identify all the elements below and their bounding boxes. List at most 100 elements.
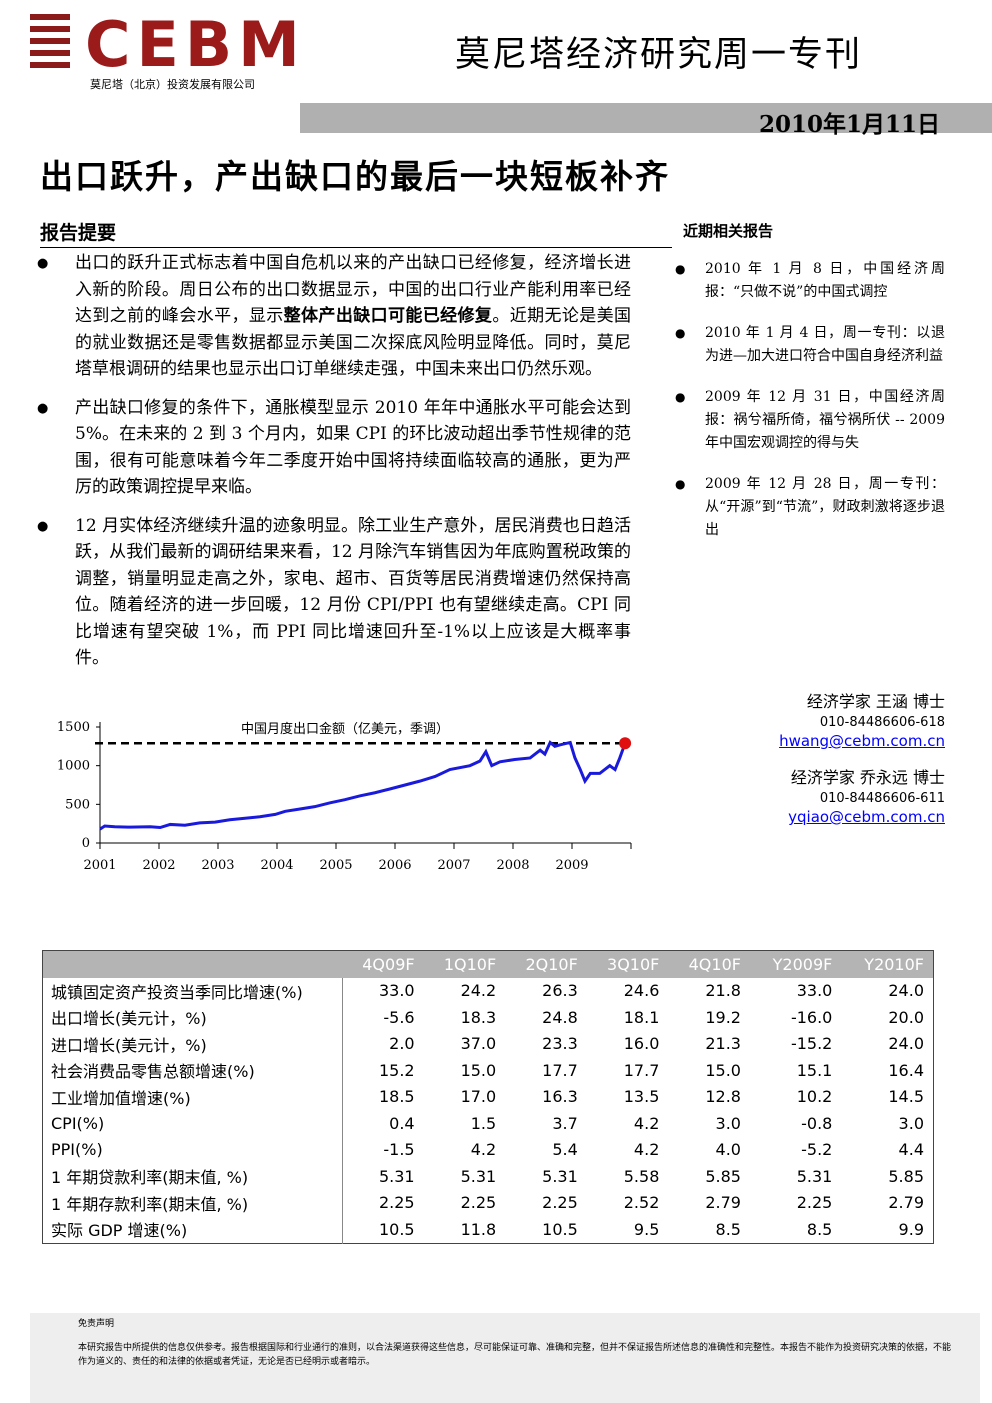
row-label: 1 年期贷款利率(期末值, %) [42,1163,343,1190]
cell: 2.79 [888,1193,924,1213]
cell: 5.31 [378,1166,415,1186]
text: 产出缺口修复的条件下，通胀模型显示 2010 年年中通胀水平可能会达到 5%。在… [75,397,631,498]
cell: 9.5 [633,1219,660,1239]
related-list: 2010 年 1 月 8 日，中国经济周报：“只做不说”的中国式调控 2010 年… [675,258,945,560]
summary-bullets: 出口的跃升正式标志着中国自危机以来的产出缺口已经修复，经济增长进入新的阶段。周日… [37,250,632,684]
cell: 37.0 [460,1034,497,1054]
related-item: 2009 年 12 月 31 日，中国经济周报：祸兮福所倚，福兮祸所伏 -- 2… [675,386,945,455]
bold-text: 整体产出缺口可能已经修复 [283,306,493,326]
row-label: 进口增长(美元计，%) [42,1030,343,1057]
report-series: 莫尼塔经济研究周一专刊 [455,35,863,75]
disclaimer-box: 免责声明 本研究报告中所提供的信息仅供参考。报告根据国际和行业通行的准则，以合法… [30,1313,980,1403]
cell: -16.0 [790,1007,833,1027]
cell: -1.5 [383,1140,415,1160]
table-row: 1 年期贷款利率(期末值, %) 5.31 5.31 5.31 5.58 5.85 5.31… [42,1163,934,1190]
series-line [99,740,627,831]
cell: 15.0 [460,1060,497,1080]
cell: 12.8 [705,1087,741,1107]
cell: 24.0 [888,1034,924,1054]
y-tick-label: 1000 [57,759,90,774]
table-row: CPI(%) 0.4 1.5 3.7 4.2 3.0 -0.8 3.0 [42,1110,934,1137]
chart-title: 中国月度出口金额（亿美元，季调） [241,721,449,737]
cell: 21.3 [705,1034,741,1054]
logo: CEBM [85,8,306,81]
cell: 20.0 [888,1007,924,1027]
cell: -5.6 [383,1007,415,1027]
text: 12 月实体经济继续升温的迹象明显。除工业生产意外，居民消费也日趋活跃，从我们最… [75,515,631,669]
cell: 15.2 [378,1060,415,1080]
cell: 17.0 [460,1087,497,1107]
bullet: 12 月实体经济继续升温的迹象明显。除工业生产意外，居民消费也日趋活跃，从我们最… [37,513,631,672]
headline: 出口跃升，产出缺口的最后一块短板补齐 [40,157,670,196]
bullet: 产出缺口修复的条件下，通胀模型显示 2010 年年中通胀水平可能会达到 5%。在… [37,395,631,501]
company: 莫尼塔（北京）投资发展有限公司 [90,78,255,91]
cell: 18.3 [460,1007,497,1027]
cell: 4.0 [715,1140,741,1160]
cell: 0.4 [389,1113,415,1133]
related-heading: 近期相关报告 [683,222,774,240]
cell: 24.2 [460,981,497,1001]
cell: 2.25 [378,1193,415,1213]
x-tick-label: 2004 [260,858,293,873]
cell: 2.79 [705,1193,741,1213]
cell: 5.58 [623,1166,660,1186]
cell: -15.2 [790,1034,833,1054]
row-label: 实际 GDP 增速(%) [42,1216,343,1243]
text: 出口的跃升正式标志着中国自危机以来的产出缺口已经修复，经济增长进入新的阶段。周日… [75,253,631,326]
x-tick-label: 2005 [319,858,352,873]
cell: 18.1 [623,1007,660,1027]
cell: 17.7 [623,1060,660,1080]
related-item: 2009 年 12 月 28 日，周一专刊：从“开源”到“节流”，财政刺激将逐步… [675,473,945,542]
row-label: CPI(%) [42,1110,343,1137]
cell: -5.2 [801,1140,833,1160]
disclaimer-text: 本研究报告中所提供的信息仅供参考。报告根据国际和行业通行的准则，以合法渠道获得这… [78,1343,952,1367]
header-cell: Y2009F [749,950,842,978]
cell: 8.5 [806,1219,833,1239]
bullet: 出口的跃升正式标志着中国自危机以来的产出缺口已经修复，经济增长进入新的阶段。周日… [37,250,632,383]
cell: 3.0 [715,1113,741,1133]
cell: 19.2 [705,1007,741,1027]
cell: 4.2 [470,1140,497,1160]
author-title: 经济学家 王涵 博士 [806,692,945,711]
text: 。近期无论是美国的就业数据还是零售数据都显示美国二次探底风险明显降低。同时，莫尼… [75,306,632,379]
author-email[interactable]: hwang@cebm.com.cn [779,732,945,750]
cell: 16.0 [623,1034,660,1054]
row-label: 工业增加值增速(%) [42,1083,343,1110]
cell: 2.25 [796,1193,833,1213]
author-email[interactable]: yqiao@cebm.com.cn [788,808,945,826]
section-heading: 报告提要 [40,218,672,248]
cell: 2.25 [542,1193,578,1213]
cell: 8.5 [715,1219,741,1239]
header-cell: 1Q10F [423,950,506,978]
cell: 33.0 [378,981,415,1001]
author: 经济学家 王涵 博士 010-84486606-618 hwang@cebm.com… [700,690,945,750]
table-row: PPI(%) -1.5 4.2 5.4 4.2 4.0 -5.2 4.4 [42,1136,934,1163]
y-tick-label: 500 [65,797,90,812]
cell: 10.5 [378,1219,415,1239]
cell: 2.0 [389,1034,415,1054]
cell: 17.7 [542,1060,578,1080]
row-label: 1 年期存款利率(期末值, %) [42,1189,343,1216]
date-bar: 2010年1月11日 [300,103,992,138]
row-label: 出口增长(美元计，%) [42,1004,343,1031]
related-item: 2010 年 1 月 4 日，周一专刊：以退为进—加大进口符合中国自身经济利益 [675,322,945,368]
cell: 5.31 [542,1166,578,1186]
forecast-table: 4Q09F 1Q10F 2Q10F 3Q10F 4Q10F Y2009F Y2010F 城镇固… [42,950,934,1244]
disclaimer-title: 免责声明 [78,1319,115,1329]
chart: 中国月度出口金额（亿美元，季调） 0 500 1000 1500 2001 2002 2003… [57,720,632,873]
y-tick-label: 1500 [57,720,90,735]
header-cell [42,950,342,978]
cell: 5.31 [796,1166,833,1186]
cell: 2.52 [623,1193,660,1213]
cell: 16.4 [888,1060,924,1080]
related-item: 2010 年 1 月 8 日，中国经济周报：“只做不说”的中国式调控 [675,258,945,304]
author-phone: 010-84486606-618 [819,715,945,730]
cell: 5.85 [705,1166,741,1186]
cell: 14.5 [888,1087,924,1107]
table-row: 1 年期存款利率(期末值, %) 2.25 2.25 2.25 2.52 2.79 2.25… [42,1189,934,1216]
cell: 24.0 [888,981,924,1001]
cell: 18.5 [378,1087,415,1107]
header-cell: 4Q09F [342,950,424,978]
highlight-point [619,737,632,750]
